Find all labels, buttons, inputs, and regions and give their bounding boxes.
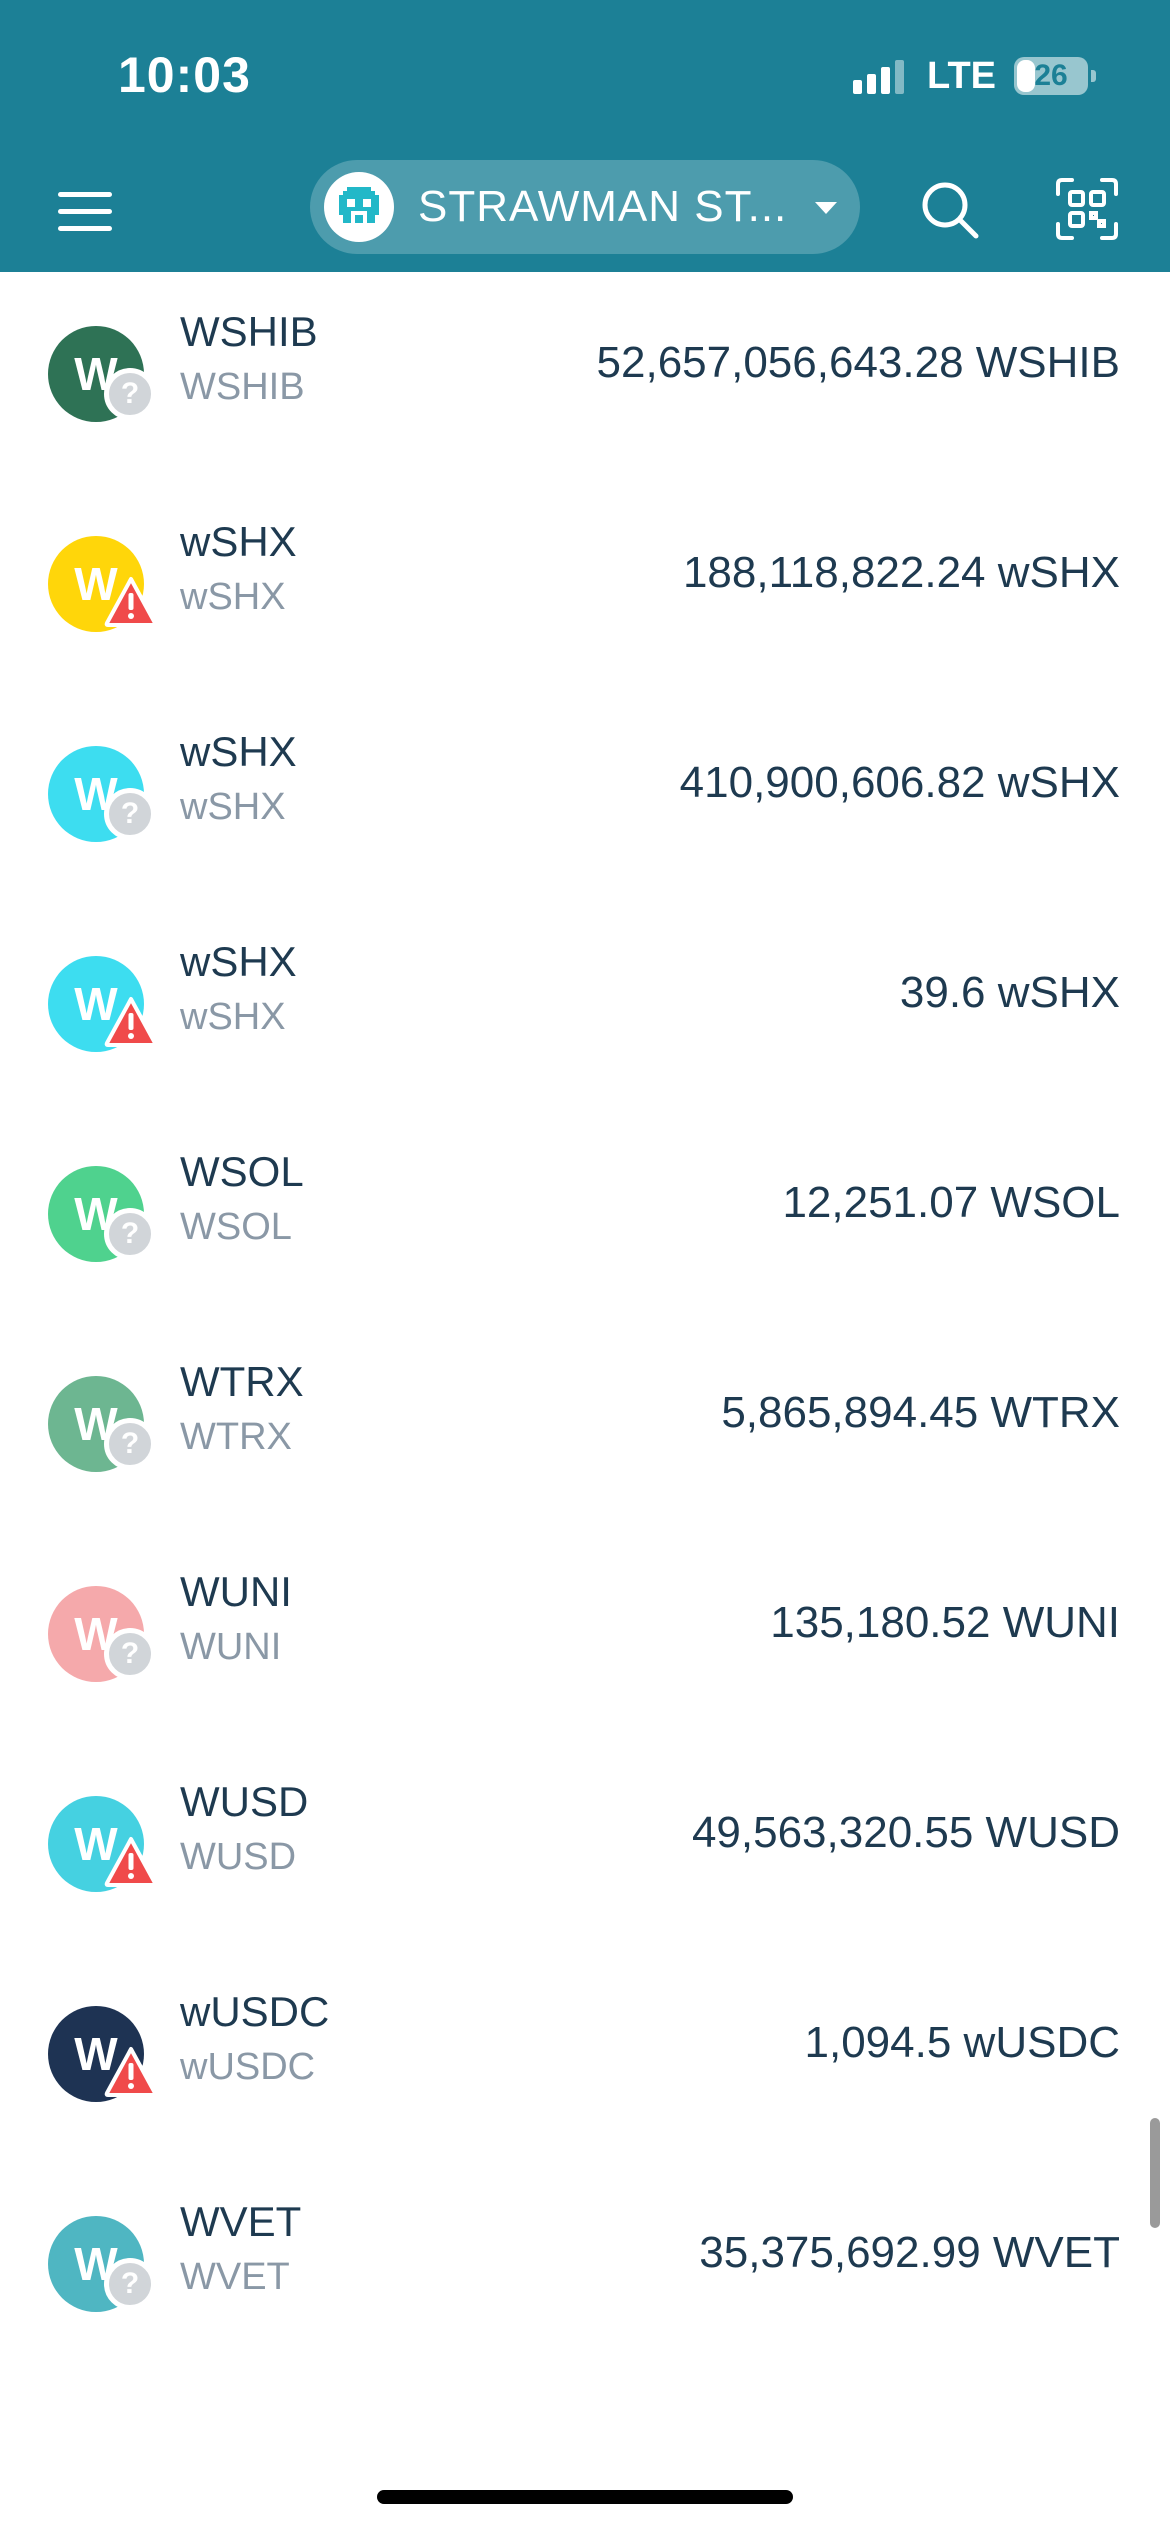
caret-down-icon (815, 202, 837, 214)
token-name: WUNI (180, 1568, 292, 1615)
token-balance: 1,094.5 wUSDC (804, 2018, 1120, 2067)
token-symbol: WSHIB (180, 366, 305, 408)
question-mark-icon: ? (104, 1418, 156, 1470)
app-header: 10:03 LTE 26 (0, 0, 1170, 272)
hamburger-menu-icon[interactable] (52, 178, 118, 244)
token-balance: 12,251.07 WSOL (782, 1178, 1120, 1227)
battery-fill (1017, 60, 1035, 92)
token-balance: 188,118,822.24 wSHX (682, 548, 1120, 597)
token-logo-icon: W (48, 326, 144, 422)
token-symbol: WUSD (180, 1836, 297, 1878)
status-indicators: LTE 26 (853, 54, 1096, 97)
search-icon[interactable] (918, 178, 982, 242)
token-balance: 52,657,056,643.28 WSHIB (596, 338, 1120, 387)
question-mark-icon: ? (104, 788, 156, 840)
battery-level: 26 (1034, 59, 1068, 92)
token-symbol: wSHX (180, 576, 286, 618)
token-balance: 135,180.52 WUNI (770, 1598, 1120, 1647)
token-row[interactable]: W? WSOL WSOL 12,251.07 WSOL (0, 1112, 1170, 1322)
question-mark-icon: ? (104, 1628, 156, 1680)
nav-bar: STRAWMAN ST... (0, 150, 1170, 272)
token-row[interactable]: W? wSHX wSHX 410,900,606.82 wSHX (0, 692, 1170, 902)
status-time: 10:03 (118, 47, 251, 103)
token-row[interactable]: W? WUNI WUNI 135,180.52 WUNI (0, 1532, 1170, 1742)
token-symbol: wSHX (180, 786, 286, 828)
battery-icon: 26 (1014, 57, 1096, 95)
warning-triangle-icon (104, 996, 158, 1048)
token-name: WSHIB (180, 308, 318, 355)
warning-triangle-icon (104, 576, 158, 628)
token-row[interactable]: W? WTRX WTRX 5,865,894.45 WTRX (0, 1322, 1170, 1532)
status-bar: 10:03 LTE 26 (0, 0, 1170, 150)
account-selector[interactable]: STRAWMAN ST... (310, 160, 860, 254)
token-name: wSHX (180, 728, 297, 775)
token-name: WVET (180, 2198, 302, 2245)
token-balance: 49,563,320.55 WUSD (691, 1808, 1120, 1857)
token-symbol: WTRX (180, 1416, 292, 1458)
scrollbar[interactable] (1150, 2118, 1160, 2228)
token-symbol: wSHX (180, 996, 286, 1038)
home-indicator[interactable] (377, 2490, 793, 2504)
token-symbol: WUNI (180, 1626, 282, 1668)
token-name: wSHX (180, 938, 297, 985)
token-symbol: wUSDC (180, 2046, 316, 2088)
token-balance: 5,865,894.45 WTRX (721, 1388, 1120, 1437)
token-balance: 39.6 wSHX (899, 968, 1120, 1017)
network-type: LTE (927, 54, 996, 97)
token-name: wSHX (180, 518, 297, 565)
token-balance: 410,900,606.82 wSHX (679, 758, 1120, 807)
token-symbol: WVET (180, 2256, 290, 2298)
token-row[interactable]: W WUSD WUSD 49,563,320.55 WUSD (0, 1742, 1170, 1952)
account-name: STRAWMAN ST... (418, 182, 788, 231)
question-mark-icon: ? (104, 368, 156, 420)
cellular-signal-icon (853, 58, 909, 94)
pixel-alien-avatar-icon (324, 172, 394, 242)
token-symbol: WSOL (180, 1206, 292, 1248)
token-balance: 35,375,692.99 WVET (699, 2228, 1120, 2277)
token-name: WTRX (180, 1358, 304, 1405)
token-row[interactable]: W? WVET WVET 35,375,692.99 WVET (0, 2162, 1170, 2372)
warning-triangle-icon (104, 2046, 158, 2098)
token-row[interactable]: W? WSHIB WSHIB 52,657,056,643.28 WSHIB (0, 272, 1170, 482)
warning-triangle-icon (104, 1836, 158, 1888)
qr-scan-icon[interactable] (1054, 176, 1120, 242)
question-mark-icon: ? (104, 1208, 156, 1260)
token-name: WSOL (180, 1148, 304, 1195)
question-mark-icon: ? (104, 2258, 156, 2310)
token-name: wUSDC (180, 1988, 330, 2035)
token-name: WUSD (180, 1778, 309, 1825)
battery-tip (1091, 70, 1096, 82)
